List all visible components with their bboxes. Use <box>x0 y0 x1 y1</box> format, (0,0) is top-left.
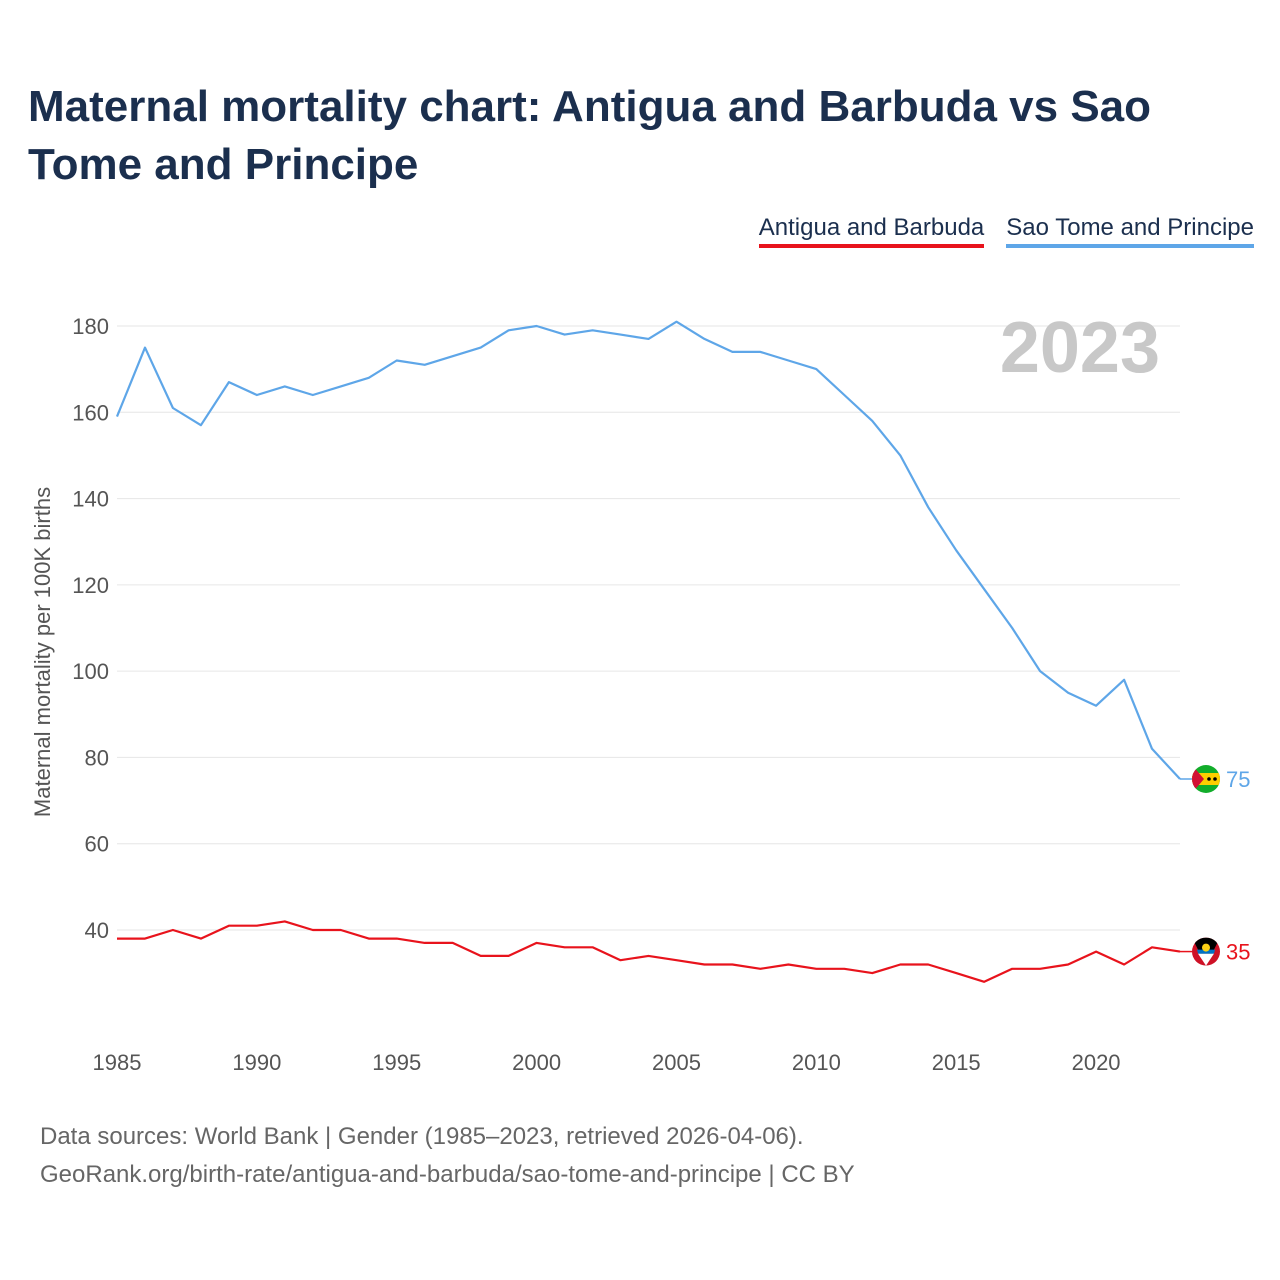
x-axis-ticks: 1985 1990 1995 2000 2005 2010 2015 2020 <box>93 1050 1121 1075</box>
legend: Antigua and Barbuda Sao Tome and Princip… <box>758 214 1254 248</box>
y-tick-label: 60 <box>85 832 109 857</box>
x-tick-label: 2020 <box>1072 1050 1121 1075</box>
antigua-and-barbuda-flag-icon <box>1192 937 1220 966</box>
x-tick-label: 2000 <box>512 1050 561 1075</box>
series-line-0[interactable] <box>117 920 1181 983</box>
y-tick-label: 140 <box>72 487 109 512</box>
series-end-markers: 35 75 <box>1180 765 1250 966</box>
y-tick-label: 180 <box>72 314 109 339</box>
x-tick-label: 2010 <box>792 1050 841 1075</box>
y-tick-label: 120 <box>72 573 109 598</box>
data-source-note: Data sources: World Bank | Gender (1985–… <box>40 1123 804 1150</box>
footer: Data sources: World Bank | Gender (1985–… <box>40 1118 855 1194</box>
gridlines <box>117 325 1180 931</box>
legend-item-antigua[interactable]: Antigua and Barbuda <box>758 214 985 248</box>
series-end-value: 75 <box>1226 767 1250 792</box>
current-year-label: 2023 <box>1000 308 1160 388</box>
y-tick-label: 40 <box>85 918 109 943</box>
line-chart: 40 60 80 100 120 140 160 180 1985 1990 1995 2000 20… <box>30 308 1250 1075</box>
x-tick-label: 1985 <box>93 1050 142 1075</box>
series-lines <box>115 320 1181 983</box>
chart-title: Maternal mortality chart: Antigua and Ba… <box>28 82 1152 189</box>
y-axis-ticks: 40 60 80 100 120 140 160 180 <box>72 314 109 943</box>
sao-tome-and-principe-flag-icon <box>1192 765 1220 793</box>
series-end-value: 35 <box>1226 940 1250 965</box>
x-tick-label: 1995 <box>372 1050 421 1075</box>
series-line-1[interactable] <box>115 320 1181 780</box>
legend-item-sao-tome[interactable]: Sao Tome and Principe <box>1006 214 1254 248</box>
x-tick-label: 2005 <box>652 1050 701 1075</box>
source-url[interactable]: GeoRank.org/birth-rate/antigua-and-barbu… <box>40 1161 855 1188</box>
x-tick-label: 2015 <box>932 1050 981 1075</box>
x-tick-label: 1990 <box>232 1050 281 1075</box>
y-tick-label: 80 <box>85 745 109 770</box>
y-axis-label: Maternal mortality per 100K births <box>30 487 55 817</box>
y-tick-label: 100 <box>72 659 109 684</box>
y-tick-label: 160 <box>72 400 109 425</box>
